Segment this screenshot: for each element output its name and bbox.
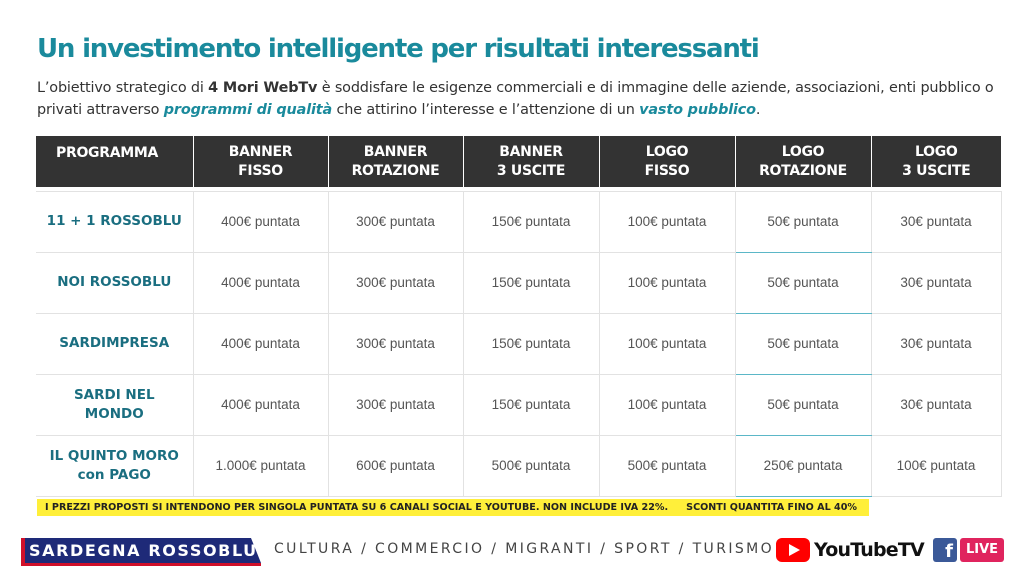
price-cell: 50€ puntata [734, 251, 872, 314]
youtube-tv-logo[interactable]: YouTubeTV [776, 537, 925, 563]
price-cell: 400€ puntata [192, 373, 329, 436]
program-name: NOI ROSSOBLU [36, 251, 194, 314]
program-name-line: con PAGO [77, 466, 151, 483]
intro-text-4: . [755, 102, 761, 118]
price-cell: 100€ puntata [598, 251, 736, 314]
price-cell: 30€ puntata [870, 312, 1002, 375]
intro-paragraph: L’obiettivo strategico di 4 Mori WebTv è… [37, 77, 1012, 121]
table-row: SARDI NEL MONDO 400€ puntata 300€ puntata 15… [36, 373, 1002, 436]
price-cell: 300€ puntata [327, 251, 464, 314]
header-line: FISSO [644, 162, 690, 179]
header-line: ROTAZIONE [351, 162, 440, 179]
price-cell: 30€ puntata [870, 251, 1002, 314]
program-name-line: SARDI NEL [73, 386, 155, 403]
pricing-note-text: I PREZZI PROPOSTI SI INTENDONO PER SINGO… [45, 502, 669, 513]
header-col-4: LOGO FISSO [598, 136, 735, 187]
intro-highlight-quality: programmi di qualità [163, 102, 333, 118]
table-row: IL QUINTO MORO con PAGO 1.000€ puntata 600€… [36, 434, 1002, 497]
header-line: BANNER [499, 143, 563, 160]
header-line: BANNER [228, 143, 293, 160]
intro-highlight-audience: vasto pubblico [639, 102, 756, 118]
youtube-icon [776, 538, 810, 562]
header-line: LOGO [781, 143, 825, 160]
pricing-table: PROGRAMMA BANNER FISSO BANNER ROTAZIONE BANNE… [36, 136, 1002, 497]
header-line: FISSO [238, 162, 283, 179]
price-cell: 150€ puntata [462, 312, 600, 375]
program-name: SARDI NEL MONDO [36, 373, 194, 436]
program-name-line: IL QUINTO MORO [49, 447, 179, 464]
live-badge: LIVE [960, 538, 1004, 562]
program-name: 11 + 1 ROSSOBLU [36, 190, 194, 253]
price-cell: 30€ puntata [870, 373, 1002, 436]
program-name: IL QUINTO MORO con PAGO [36, 434, 194, 497]
table-body: 11 + 1 ROSSOBLU 400€ puntata 300€ puntata 1… [36, 187, 1002, 497]
header-col-6: LOGO 3 USCITE [870, 136, 1001, 187]
price-cell: 100€ puntata [870, 434, 1002, 497]
price-cell: 100€ puntata [598, 312, 736, 375]
price-cell: 150€ puntata [462, 373, 600, 436]
intro-text-3: che attirino l’interesse e l’attenzione … [332, 102, 640, 118]
price-cell: 300€ puntata [327, 190, 464, 253]
youtube-tv-label: YouTubeTV [814, 539, 925, 561]
price-cell: 250€ puntata [734, 434, 872, 497]
price-cell: 500€ puntata [462, 434, 600, 497]
price-cell: 600€ puntata [327, 434, 464, 497]
price-cell: 150€ puntata [462, 251, 600, 314]
price-cell: 400€ puntata [192, 190, 329, 253]
intro-text-2: è soddisfare le esigenze commerciali e d… [37, 80, 994, 118]
table-row: SARDIMPRESA 400€ puntata 300€ puntata 150€ … [36, 312, 1002, 375]
price-cell: 1.000€ puntata [192, 434, 329, 497]
price-cell: 300€ puntata [327, 373, 464, 436]
price-cell: 400€ puntata [192, 251, 329, 314]
price-cell: 30€ puntata [870, 190, 1002, 253]
header-col-3: BANNER 3 USCITE [462, 136, 599, 187]
price-cell: 150€ puntata [462, 190, 600, 253]
price-cell: 100€ puntata [598, 373, 736, 436]
price-cell: 100€ puntata [598, 190, 736, 253]
price-cell: 50€ puntata [734, 190, 872, 253]
price-cell: 400€ puntata [192, 312, 329, 375]
header-line: 3 USCITE [902, 162, 971, 179]
intro-brand: 4 Mori WebTv [208, 80, 318, 96]
price-cell: 300€ puntata [327, 312, 464, 375]
header-col-2: BANNER ROTAZIONE [327, 136, 463, 187]
brand-underline [21, 563, 261, 566]
header-col-1: BANNER FISSO [192, 136, 328, 187]
header-programma: PROGRAMMA [36, 136, 193, 187]
header-line: LOGO [914, 143, 958, 160]
program-name-line: MONDO [84, 405, 144, 422]
program-name: SARDIMPRESA [36, 312, 194, 375]
price-cell: 50€ puntata [734, 373, 872, 436]
program-name-line: 11 + 1 ROSSOBLU [46, 213, 182, 229]
price-cell: 500€ puntata [598, 434, 736, 497]
header-line: 3 USCITE [496, 162, 566, 179]
price-cell: 50€ puntata [734, 312, 872, 375]
brand-logo: SARDEGNA ROSSOBLU [21, 538, 261, 563]
facebook-icon[interactable]: f [933, 538, 957, 562]
table-row: 11 + 1 ROSSOBLU 400€ puntata 300€ puntata 1… [36, 190, 1002, 253]
program-name-line: NOI ROSSOBLU [57, 274, 172, 290]
discount-text: SCONTI QUANTITA FINO AL 40% [686, 502, 858, 513]
header-col-5: LOGO ROTAZIONE [734, 136, 871, 187]
table-row: NOI ROSSOBLU 400€ puntata 300€ puntata 150€… [36, 251, 1002, 314]
pricing-note: I PREZZI PROPOSTI SI INTENDONO PER SINGO… [37, 499, 869, 516]
footer-tagline: CULTURA / COMMERCIO / MIGRANTI / SPORT /… [274, 541, 775, 557]
intro-text-1: L’obiettivo strategico di [37, 80, 209, 96]
header-line: PROGRAMMA [56, 145, 159, 161]
program-name-line: SARDIMPRESA [59, 335, 170, 351]
header-line: BANNER [363, 143, 428, 160]
header-line: ROTAZIONE [759, 162, 847, 179]
table-header-row: PROGRAMMA BANNER FISSO BANNER ROTAZIONE BANNE… [36, 136, 1001, 187]
header-line: LOGO [645, 143, 689, 160]
page-title: Un investimento intelligente per risulta… [37, 34, 760, 64]
